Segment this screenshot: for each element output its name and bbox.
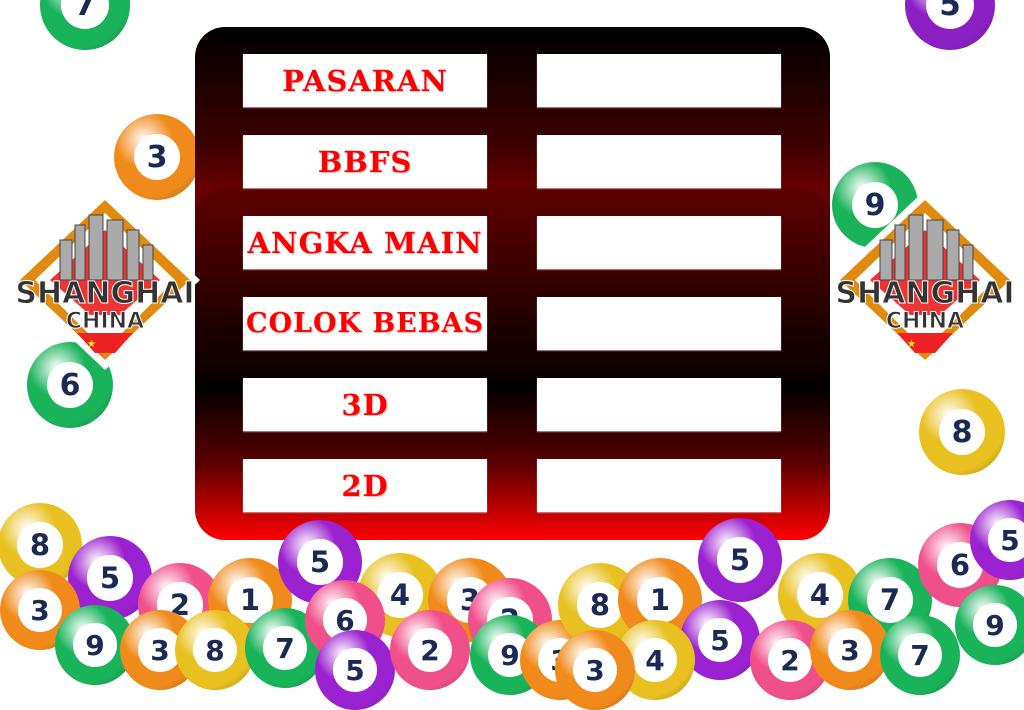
ball-number: 4 <box>633 638 677 682</box>
value-colok-bebas <box>537 297 781 350</box>
ball-number: 2 <box>768 638 812 682</box>
ball-number: 2 <box>408 628 452 672</box>
lottery-ball: 3 <box>114 114 200 200</box>
ball-number: 5 <box>297 539 343 585</box>
logo-text: SHANGHAI <box>835 276 1014 311</box>
shanghai-china-logo-right: SHANGHAI CHINA ★ <box>830 190 1020 370</box>
lottery-ball: 5 <box>905 0 995 50</box>
ball-number: 6 <box>46 361 94 409</box>
lottery-ball: 5 <box>698 518 782 602</box>
ball-number: 3 <box>573 648 617 692</box>
ball-number: 7 <box>60 0 110 30</box>
row-label: ANGKA MAIN <box>247 225 483 260</box>
value-2d <box>537 459 781 512</box>
label-2d: 2D <box>243 459 487 512</box>
lottery-ball: 7 <box>40 0 130 50</box>
row-label: COLOK BEBAS <box>245 308 485 339</box>
ball-number: 8 <box>938 408 986 456</box>
ball-number: 3 <box>828 628 872 672</box>
svg-text:★: ★ <box>87 339 96 350</box>
logo-subtext: CHINA <box>66 309 144 334</box>
lottery-ball: 9 <box>832 162 918 248</box>
ball-number: 7 <box>263 626 307 670</box>
lottery-ball: 2 <box>390 610 470 690</box>
lottery-ball: 7 <box>880 615 960 695</box>
label-pasaran: PASARAN <box>243 54 487 107</box>
row-label: 2D <box>341 468 389 503</box>
lottery-ball: 3 <box>810 610 890 690</box>
label-angka-main: ANGKA MAIN <box>243 216 487 269</box>
row-label: 3D <box>341 387 389 422</box>
ball-number: 3 <box>18 588 62 632</box>
value-3d <box>537 378 781 431</box>
lottery-ball: 3 <box>555 630 635 710</box>
lottery-ball: 8 <box>919 389 1005 475</box>
ball-number: 8 <box>577 582 623 628</box>
logo-subtext: CHINA <box>886 309 964 334</box>
logo-text: SHANGHAI <box>15 276 194 311</box>
ball-number: 7 <box>867 577 913 623</box>
value-bbfs <box>537 135 781 188</box>
ball-number: 4 <box>797 572 843 618</box>
ball-number: 5 <box>925 0 975 30</box>
ball-number: 8 <box>17 522 63 568</box>
ball-number: 7 <box>898 633 942 677</box>
lottery-ball: 9 <box>955 585 1024 665</box>
ball-number: 9 <box>73 623 117 667</box>
label-bbfs: BBFS <box>243 135 487 188</box>
lottery-ball: 8 <box>175 610 255 690</box>
lottery-ball: 5 <box>315 630 395 710</box>
ball-number: 4 <box>377 572 423 618</box>
label-3d: 3D <box>243 378 487 431</box>
svg-text:★: ★ <box>907 339 916 350</box>
ball-number: 5 <box>333 648 377 692</box>
ball-number: 9 <box>851 181 899 229</box>
label-colok-bebas: COLOK BEBAS <box>243 297 487 350</box>
ball-number: 3 <box>138 628 182 672</box>
value-angka-main <box>537 216 781 269</box>
ball-number: 9 <box>973 603 1017 647</box>
shanghai-china-logo-left: SHANGHAI CHINA ★ <box>10 190 200 370</box>
ball-number: 1 <box>637 577 683 623</box>
ball-number: 8 <box>193 628 237 672</box>
ball-number: 5 <box>87 555 133 601</box>
ball-number: 5 <box>698 618 742 662</box>
row-label: PASARAN <box>282 63 448 98</box>
ball-number: 3 <box>133 133 181 181</box>
value-pasaran <box>537 54 781 107</box>
row-label: BBFS <box>317 144 413 179</box>
ball-number: 5 <box>717 537 763 583</box>
ball-number: 5 <box>988 518 1024 562</box>
